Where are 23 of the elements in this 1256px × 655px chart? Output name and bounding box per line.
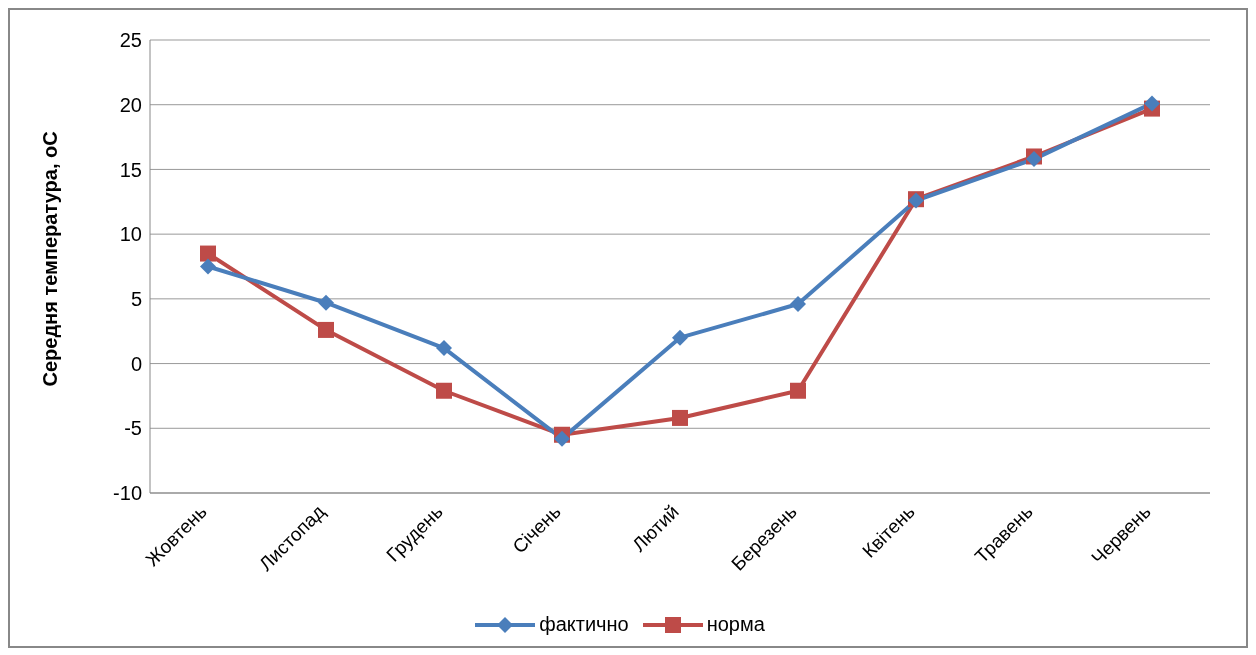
point: [790, 382, 806, 399]
point: [436, 382, 452, 399]
legend-label: фактично: [539, 613, 629, 636]
y-tick-label: 15: [119, 158, 142, 181]
legend-label: норма: [706, 613, 765, 636]
y-tick-label: 20: [119, 93, 142, 116]
point: [200, 258, 216, 275]
point: [790, 296, 806, 313]
point: [200, 245, 216, 262]
point: [436, 340, 452, 357]
point: [554, 430, 570, 447]
y-tick-label: 10: [119, 223, 142, 246]
point: [672, 329, 688, 346]
point: [672, 409, 688, 426]
y-tick-label: 25: [119, 29, 142, 52]
y-tick-label: -5: [124, 417, 142, 440]
y-tick-label: 5: [130, 287, 142, 310]
point: [318, 294, 334, 311]
point: [1144, 95, 1160, 112]
y-axis-title: Середня температура, оС: [39, 131, 62, 387]
point: [318, 321, 334, 338]
y-tick-label: -10: [113, 482, 142, 505]
y-tick-label: 0: [130, 352, 142, 375]
